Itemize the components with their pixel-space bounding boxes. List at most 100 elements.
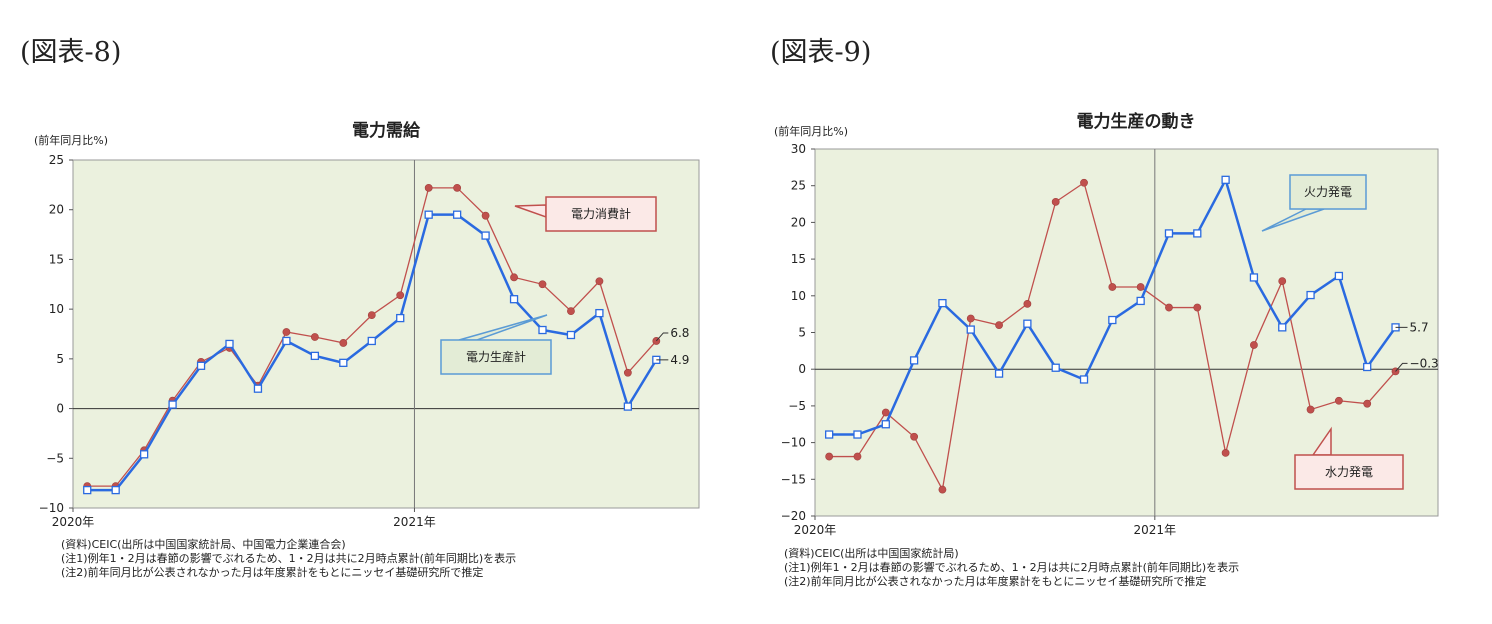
y-tick-label: 5 (56, 352, 64, 366)
data-point-水力発電 (1165, 303, 1173, 312)
y-tick-label: 0 (56, 402, 64, 416)
callout-水力発電: 水力発電 (1294, 426, 1404, 490)
data-point-電力生産計 (139, 450, 149, 459)
data-point-電力消費計 (623, 368, 632, 377)
chart-power-supply-demand: 電力需給 (前年同月比%) −10 −5 0 5 10 15 20 25 2020年 2021年 6.8… (34, 120, 700, 529)
y-tick-label: 15 (49, 252, 64, 266)
data-point-水力発電 (995, 321, 1003, 330)
data-point-火力発電 (1023, 319, 1032, 328)
y-tick-label: −20 (781, 509, 806, 523)
data-point-火力発電 (825, 430, 834, 439)
data-point-水力発電 (938, 485, 947, 494)
data-point-電力生産計 (595, 308, 604, 318)
y-axis-label: (前年同月比%) (774, 124, 848, 138)
y-tick-label: 5 (798, 326, 806, 340)
x-tick-label: 2020年 (52, 515, 95, 529)
end-label-電力生産計: 4.9 (670, 353, 689, 367)
data-point-電力消費計 (396, 291, 405, 300)
data-point-火力発電 (1278, 323, 1287, 332)
data-point-水力発電 (825, 452, 834, 461)
y-tick-label: 10 (49, 302, 64, 316)
data-point-水力発電 (1108, 283, 1117, 291)
y-tick-label: −10 (39, 501, 64, 515)
y-axis-label: (前年同月比%) (34, 133, 108, 147)
data-point-火力発電 (1306, 290, 1315, 300)
data-point-水力発電 (1136, 283, 1145, 291)
callout-電力消費計: 電力消費計 (514, 196, 657, 232)
data-point-火力発電 (909, 356, 919, 365)
callout-label: 火力発電 (1304, 185, 1352, 199)
data-point-電力消費計 (481, 211, 490, 220)
figure-8-source: (資料)CEIC(出所は中国国家統計局、中国電力企業連合会) (61, 538, 346, 551)
data-point-電力消費計 (538, 280, 547, 289)
figure-9-note-2: (注2)前年同月比が公表されなかった月は年度累計をもとにニッセイ基礎研究所で推定 (784, 575, 1207, 588)
data-point-電力生産計 (566, 330, 576, 340)
chart-title: 電力生産の動き (1077, 111, 1196, 132)
x-tick-label: 2020年 (794, 523, 837, 537)
callout-電力生産計: 電力生産計 (440, 314, 552, 375)
y-tick-label: 10 (791, 289, 806, 303)
data-point-電力生産計 (253, 384, 263, 393)
data-point-電力生産計 (225, 339, 234, 349)
callout-label: 電力生産計 (466, 349, 526, 364)
data-point-水力発電 (1221, 448, 1230, 457)
data-point-電力消費計 (310, 333, 319, 341)
end-label-電力消費計: 6.8 (670, 326, 689, 340)
data-point-水力発電 (1080, 178, 1088, 187)
figure-8-note-2: (注2)前年同月比が公表されなかった月は年度累計をもとにニッセイ基礎研究所で推定 (61, 566, 484, 579)
callout-label: 電力消費計 (571, 206, 631, 221)
data-point-電力生産計 (339, 358, 348, 367)
data-point-火力発電 (1164, 229, 1174, 238)
data-point-水力発電 (1334, 396, 1343, 405)
y-tick-label: −5 (46, 451, 64, 465)
data-point-電力生産計 (481, 231, 490, 240)
data-point-火力発電 (1334, 271, 1344, 281)
data-point-水力発電 (966, 314, 975, 323)
callout-label: 水力発電 (1325, 465, 1373, 479)
y-tick-label: 25 (791, 179, 806, 193)
y-tick-label: 20 (49, 203, 64, 217)
data-point-電力生産計 (111, 485, 120, 495)
data-point-水力発電 (881, 408, 890, 417)
x-tick-label: 2021年 (393, 515, 436, 529)
figure-9-label: (図表-9) (770, 37, 872, 68)
data-point-水力発電 (1306, 405, 1315, 414)
data-point-水力発電 (1023, 299, 1032, 308)
chart-title: 電力需給 (352, 120, 421, 141)
figure-8-notes: (資料)CEIC(出所は中国国家統計局、中国電力企業連合会) (注1)例年1・2… (61, 538, 516, 580)
y-tick-label: 15 (791, 252, 806, 266)
x-tick-label: 2021年 (1134, 523, 1177, 537)
chart-power-generation: 電力生産の動き (前年同月比%) −20 −15 −10 −5 0 5 10 15 20 25 30 20… (774, 111, 1439, 537)
data-point-水力発電 (1250, 341, 1258, 349)
data-point-電力生産計 (509, 295, 519, 304)
end-label-leader (655, 332, 669, 342)
y-tick-label: 25 (49, 153, 64, 167)
data-point-電力生産計 (396, 313, 405, 323)
y-tick-label: −15 (781, 472, 806, 486)
data-point-電力生産計 (310, 351, 320, 361)
data-point-電力消費計 (595, 277, 604, 286)
data-point-電力生産計 (168, 400, 177, 409)
figure-9-note-1: (注1)例年1・2月は春節の影響でぶれるため、1・2月は共に2月時点累計(前年同… (784, 561, 1240, 574)
data-point-電力消費計 (567, 307, 575, 316)
end-label-leader (1395, 362, 1408, 372)
y-tick-label: −10 (781, 436, 806, 450)
data-point-電力生産計 (424, 210, 433, 219)
data-point-水力発電 (1278, 277, 1287, 286)
data-point-水力発電 (1051, 197, 1060, 206)
data-point-火力発電 (1051, 363, 1060, 372)
figure-8-label: (図表-8) (20, 37, 122, 68)
y-tick-label: −5 (788, 399, 806, 413)
data-point-電力生産計 (452, 210, 462, 219)
callout-box-fill (442, 341, 550, 373)
data-point-電力生産計 (282, 336, 291, 346)
data-point-火力発電 (1136, 296, 1145, 306)
y-tick-label: 0 (798, 362, 806, 376)
data-point-火力発電 (1363, 362, 1372, 372)
data-point-電力消費計 (282, 328, 291, 336)
data-point-火力発電 (1108, 315, 1117, 325)
data-point-火力発電 (1249, 273, 1259, 282)
data-point-水力発電 (1363, 399, 1372, 408)
data-point-電力消費計 (453, 183, 462, 192)
data-point-電力消費計 (339, 339, 348, 347)
